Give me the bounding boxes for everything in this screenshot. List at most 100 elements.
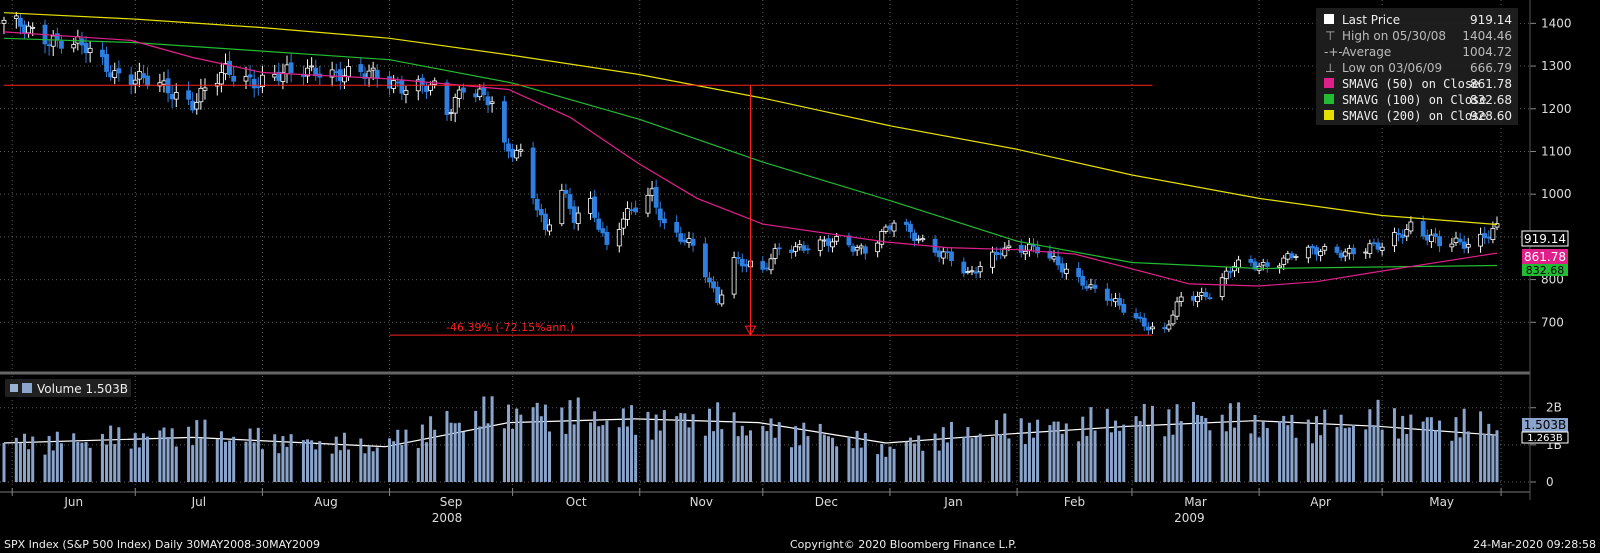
volume-bar — [921, 450, 925, 482]
volume-bar — [117, 427, 121, 482]
candle-body — [1002, 247, 1008, 257]
candle-body — [875, 242, 881, 253]
candle-body — [1293, 255, 1299, 258]
volume-bar — [371, 451, 375, 482]
volume-bar — [1315, 416, 1319, 482]
volume-bar — [703, 435, 707, 482]
price-series — [1, 11, 1500, 448]
volume-bar — [908, 437, 912, 482]
volume-legend-box — [5, 379, 131, 397]
volume-bar — [1310, 443, 1314, 482]
volume-bar — [47, 436, 51, 482]
candle-body — [743, 264, 749, 267]
candle-body — [1277, 265, 1283, 268]
candle-body — [403, 90, 409, 95]
sma50-tag — [1522, 249, 1568, 264]
volume-bar — [1023, 444, 1027, 482]
volume-bar — [1171, 434, 1175, 482]
candle-body — [190, 100, 196, 111]
volume-bar — [1438, 420, 1442, 482]
volume-last-tag — [1522, 418, 1568, 432]
volume-bar — [802, 422, 806, 482]
candle-body — [116, 68, 122, 74]
volume-bar — [375, 447, 379, 482]
volume-bar — [133, 433, 137, 482]
candle-body — [13, 15, 19, 19]
candle-body — [1088, 284, 1094, 288]
high-marker-icon: ⊤ — [1325, 29, 1335, 43]
volume-bar — [1232, 427, 1236, 482]
volume-bar — [1163, 436, 1167, 482]
volume-bar — [166, 436, 170, 482]
candle-body — [100, 49, 105, 58]
x-month-label: Mar — [1184, 495, 1207, 509]
candle-body — [309, 65, 315, 68]
volume-bar — [904, 441, 908, 482]
volume-expand-icon[interactable] — [10, 384, 18, 392]
candle-body — [600, 228, 606, 234]
price-tick-label: 1000 — [1541, 187, 1572, 201]
axes: Jun Jul Aug Sep Oct Nov Dec Jan Feb Mar Apr May 2008… — [0, 16, 1572, 525]
candle-body — [1191, 295, 1196, 301]
volume-bar — [482, 396, 486, 482]
volume-bar — [572, 424, 576, 482]
volume-bar — [1093, 430, 1097, 482]
volume-bar — [1466, 431, 1470, 482]
volume-bar — [543, 404, 547, 482]
candle-body — [961, 261, 967, 274]
volume-bar — [170, 428, 174, 482]
volume-bar — [76, 442, 80, 482]
sma100-swatch — [1324, 94, 1334, 104]
candle-body — [214, 82, 220, 87]
candle-body — [1285, 253, 1291, 260]
volume-bar — [486, 423, 490, 482]
candle-body — [1437, 236, 1442, 247]
candle-body — [251, 78, 257, 89]
candle-body — [1400, 234, 1406, 238]
volume-bar — [531, 407, 535, 482]
volume-bar — [740, 425, 744, 482]
volume-bar — [141, 433, 145, 482]
volume-bar — [1392, 408, 1396, 482]
footer-security: SPX Index (S&P 500 Index) Daily 30MAY200… — [4, 538, 320, 551]
volume-bar — [511, 428, 515, 482]
volume-series — [2, 396, 1499, 482]
volume-bar — [1487, 423, 1491, 482]
candle-body — [789, 249, 794, 253]
candle-body — [1264, 262, 1270, 267]
candle-body — [255, 86, 261, 89]
volume-bar — [970, 438, 974, 482]
candle-body — [424, 86, 429, 92]
volume-bar — [400, 444, 404, 482]
volume-bar — [2, 443, 6, 482]
candle-body — [629, 209, 634, 212]
volume-bar — [113, 444, 117, 482]
volume-bar — [1032, 437, 1036, 482]
candle-body — [998, 252, 1004, 255]
sma100-tag — [1522, 264, 1568, 276]
volume-bar — [191, 445, 195, 482]
candle-body — [1195, 295, 1200, 302]
volume-bar — [941, 427, 945, 482]
footer-timestamp: 24-Mar-2020 09:28:58 — [1473, 538, 1596, 551]
volume-bar — [1134, 416, 1138, 482]
candle-body — [194, 102, 200, 110]
volume-bar — [707, 408, 711, 482]
volume-bar — [625, 426, 629, 482]
candle-body — [830, 241, 835, 248]
legend-sma200-label: SMAVG (200) on Close — [1342, 109, 1487, 123]
volume-bar — [892, 448, 896, 482]
candle-body — [797, 244, 803, 248]
volume-bar — [790, 447, 794, 482]
volume-bar — [1261, 421, 1265, 482]
candle-body — [1145, 326, 1151, 331]
footer-copyright: Copyright© 2020 Bloomberg Finance L.P. — [790, 538, 1017, 551]
candle-body — [674, 221, 680, 233]
candle-body — [879, 231, 885, 245]
volume-bar — [453, 423, 457, 482]
candle-body — [1346, 248, 1352, 254]
candle-body — [247, 74, 253, 78]
candle-body — [854, 247, 860, 251]
volume-bar — [1401, 415, 1405, 482]
candle-body — [1051, 256, 1057, 260]
